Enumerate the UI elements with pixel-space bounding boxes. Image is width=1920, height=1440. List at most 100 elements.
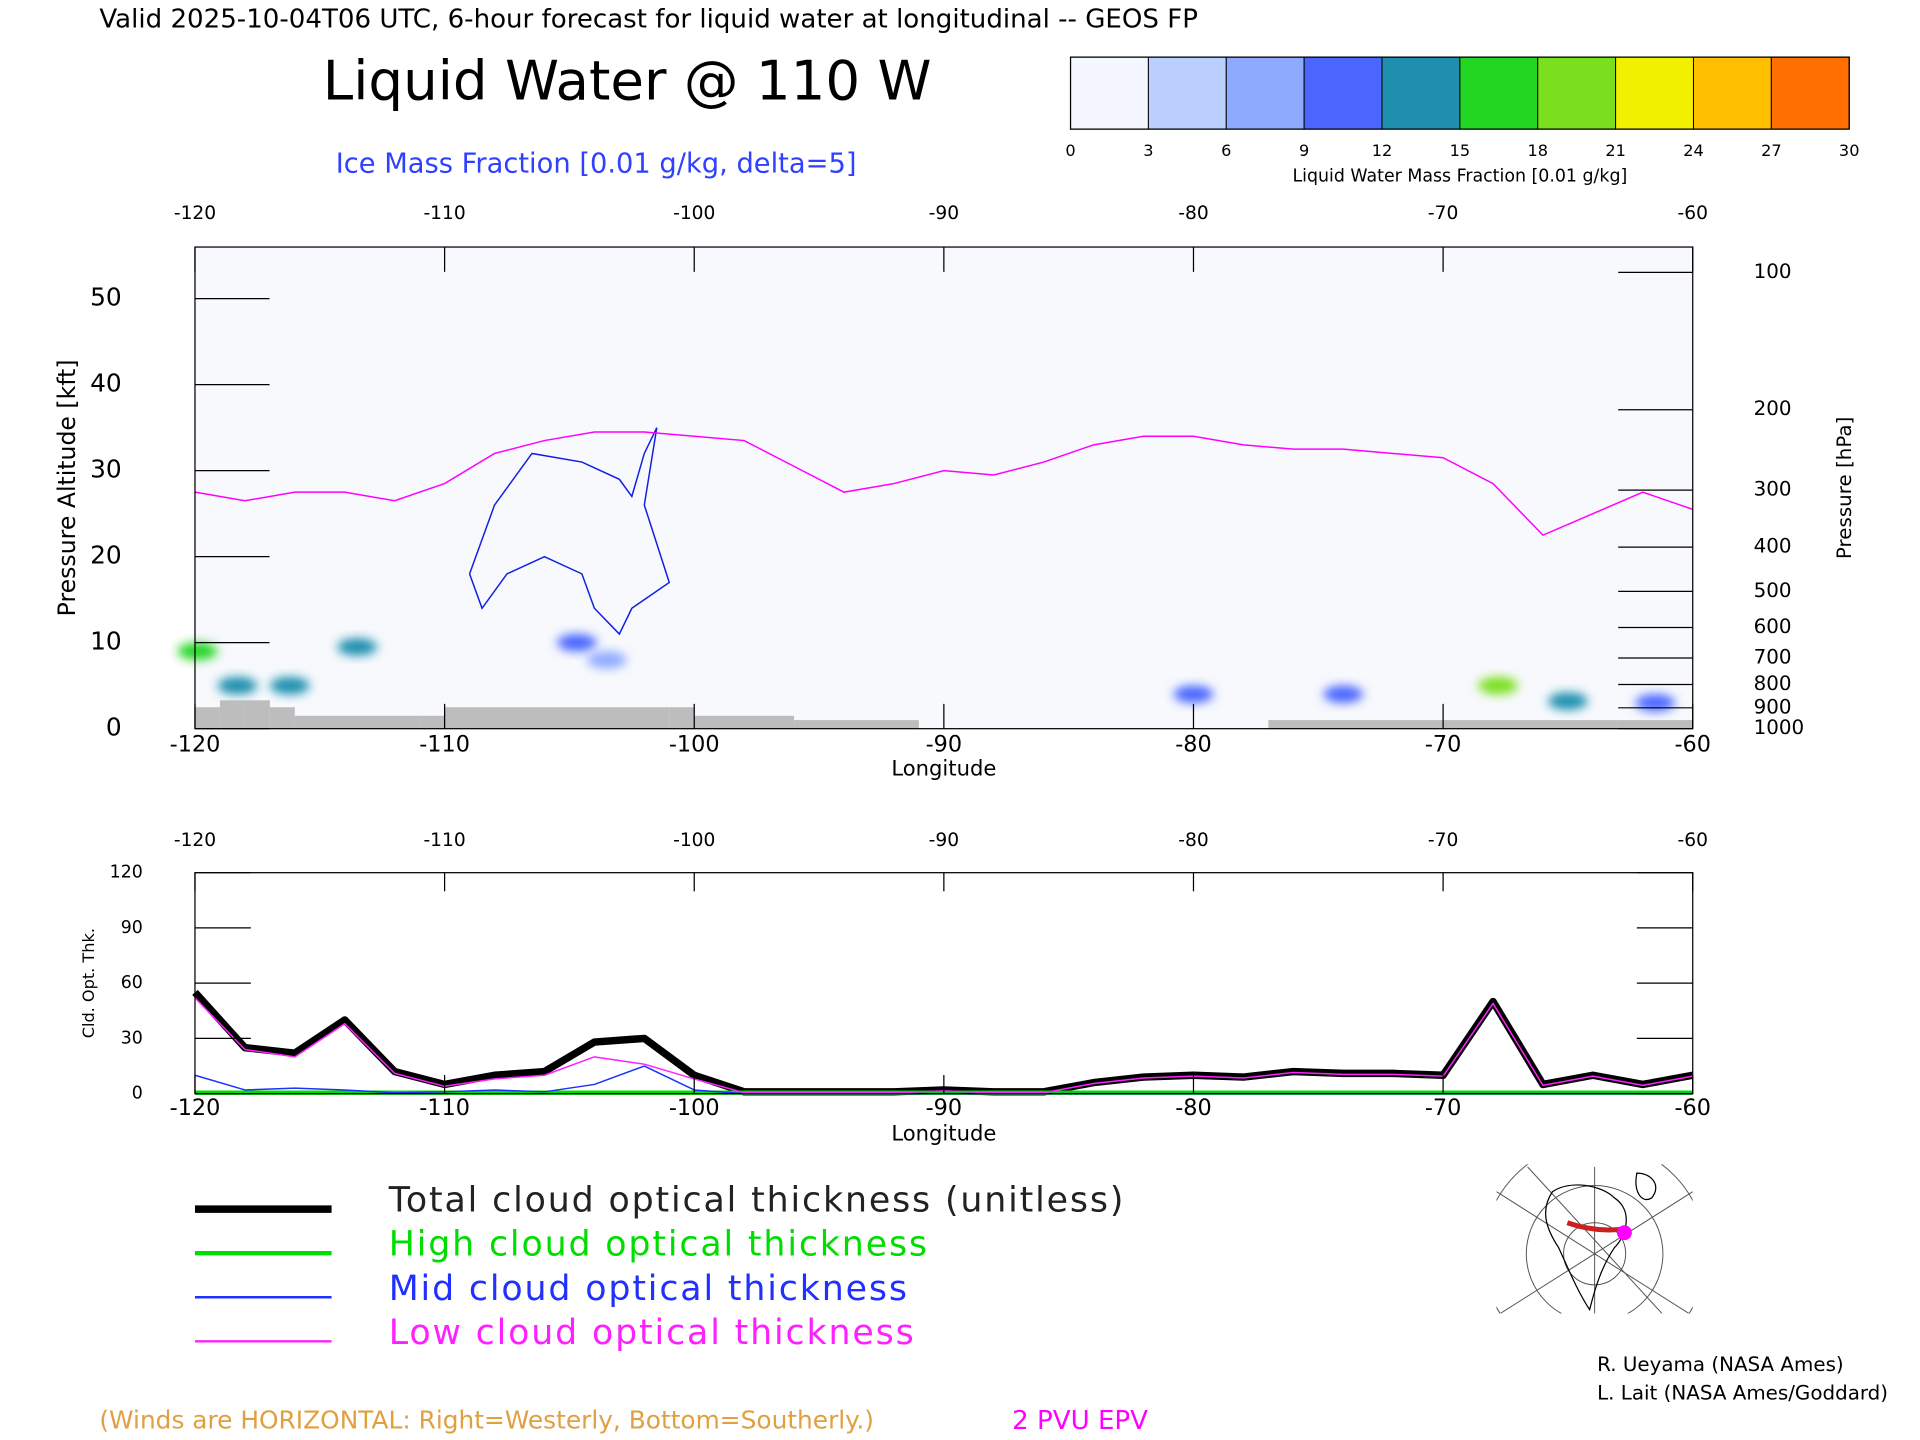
terrain	[219, 700, 245, 729]
epv-label: 2 PVU EPV	[1012, 1406, 1148, 1436]
x-tick-label-top: -80	[1178, 830, 1208, 851]
liquid-water-cell	[1548, 692, 1588, 710]
x-tick-label: -120	[170, 731, 221, 757]
terrain	[244, 700, 270, 729]
x-tick-label: -70	[1425, 1095, 1461, 1121]
y2-tick-label: 900	[1754, 695, 1792, 718]
terrain	[669, 707, 695, 729]
y-tick-label: 0	[106, 713, 122, 742]
colorbar-label: Liquid Water Mass Fraction [0.01 g/kg]	[1292, 166, 1627, 186]
x-tick-label: -60	[1674, 731, 1710, 757]
colorbar-tick-label: 0	[1065, 141, 1075, 160]
x-axis-label: Longitude	[891, 1121, 996, 1146]
colorbar-tick-label: 6	[1221, 141, 1231, 160]
x-tick-label-top: -100	[673, 203, 715, 224]
colorbar-swatch	[1615, 56, 1694, 130]
x-tick-label-top: -90	[929, 203, 959, 224]
colorbar-tick-label: 21	[1605, 141, 1626, 160]
terrain	[893, 720, 919, 729]
subtitle: Ice Mass Fraction [0.01 g/kg, delta=5]	[336, 149, 857, 180]
colorbar-swatch	[1303, 56, 1383, 130]
x-tick-label-top: -120	[174, 203, 216, 224]
x-tick-label-top: -90	[929, 830, 959, 851]
colorbar-swatch	[1225, 56, 1305, 130]
y-tick-label: 40	[90, 369, 122, 398]
colorbar-tick-label: 15	[1450, 141, 1471, 160]
y-tick-label: 10	[90, 627, 122, 656]
y2-tick-label: 500	[1754, 579, 1792, 602]
x-tick-label-top: -70	[1428, 203, 1458, 224]
legend-label: Mid cloud optical thickness	[389, 1269, 909, 1309]
plot-background	[194, 247, 1693, 729]
liquid-water-cell	[1635, 694, 1676, 712]
liquid-water-cell	[337, 638, 378, 656]
colorbar-tick-label: 24	[1683, 141, 1704, 160]
colorbar-swatch	[1692, 56, 1772, 130]
terrain	[1443, 720, 1618, 729]
x-tick-label: -120	[170, 1095, 221, 1121]
x-tick-label-top: -110	[423, 830, 465, 851]
x-tick-label-top: -60	[1678, 830, 1708, 851]
y2-tick-label: 700	[1754, 646, 1792, 669]
x-tick-label: -80	[1175, 1095, 1211, 1121]
colorbar-tick-label: 3	[1143, 141, 1153, 160]
liquid-water-cell	[177, 642, 218, 660]
y2-axis-label: Pressure [hPa]	[1833, 417, 1856, 559]
x-tick-label: -100	[669, 1095, 720, 1121]
y-tick-label: 0	[132, 1084, 143, 1104]
y2-tick-label: 400	[1754, 535, 1792, 558]
y-tick-label: 60	[121, 973, 143, 993]
liquid-water-cell	[1173, 685, 1214, 703]
y-tick-label: 30	[121, 1028, 143, 1048]
colorbar-frame	[1069, 56, 1850, 130]
liquid-water-cell	[217, 676, 258, 695]
credit: L. Lait (NASA Ames/Goddard)	[1597, 1382, 1888, 1405]
terrain	[294, 715, 420, 729]
terrain	[1617, 720, 1693, 729]
credit: R. Ueyama (NASA Ames)	[1597, 1353, 1844, 1376]
x-tick-label: -110	[419, 1095, 470, 1121]
liquid-water-cell	[586, 651, 627, 669]
colorbar-tick-label: 30	[1839, 141, 1860, 160]
y-tick-label: 90	[121, 918, 143, 938]
colorbar-swatch	[1381, 56, 1461, 130]
colorbar-tick-label: 18	[1527, 141, 1548, 160]
terrain	[419, 715, 445, 729]
x-tick-label: -60	[1674, 1095, 1710, 1121]
legend-label: Low cloud optical thickness	[389, 1313, 916, 1353]
y2-tick-label: 300	[1754, 478, 1792, 501]
x-tick-label: -100	[669, 731, 720, 757]
x-tick-label-top: -110	[423, 203, 465, 224]
colorbar-swatch	[1537, 56, 1617, 130]
x-tick-label: -90	[926, 731, 962, 757]
x-tick-label-top: -60	[1678, 203, 1708, 224]
y-tick-label: 30	[90, 455, 122, 484]
y2-tick-label: 100	[1754, 260, 1792, 283]
plot-frame	[194, 872, 1694, 1095]
colorbar-tick-label: 27	[1761, 141, 1782, 160]
x-tick-label-top: -120	[174, 830, 216, 851]
x-tick-label: -70	[1425, 731, 1461, 757]
y-tick-label: 20	[90, 541, 122, 570]
x-tick-label-top: -100	[673, 830, 715, 851]
x-axis-label: Longitude	[891, 756, 996, 781]
y2-tick-label: 1000	[1754, 716, 1805, 739]
legend-label: High cloud optical thickness	[389, 1225, 929, 1265]
terrain	[794, 720, 894, 729]
ice-contour	[468, 427, 671, 636]
y2-tick-label: 600	[1754, 615, 1792, 638]
liquid-water-cell	[269, 676, 310, 695]
chart-title: Liquid Water @ 110 W	[323, 49, 932, 113]
colorbar-swatch	[1459, 56, 1539, 130]
colorbar-swatch	[1147, 56, 1227, 130]
y-tick-label: 50	[90, 283, 122, 312]
x-tick-label: -80	[1175, 731, 1211, 757]
locator-map	[1496, 1164, 1693, 1314]
y-axis-label: Cld. Opt. Thk.	[79, 928, 98, 1038]
x-tick-label-top: -70	[1428, 830, 1458, 851]
x-tick-label: -90	[926, 1095, 962, 1121]
terrain	[444, 707, 670, 729]
header: Valid 2025-10-04T06 UTC, 6-hour forecast…	[99, 4, 1198, 34]
